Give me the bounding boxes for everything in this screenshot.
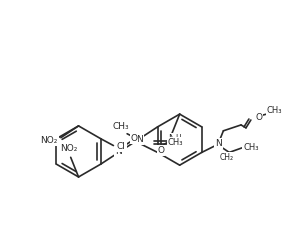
Text: N: N bbox=[115, 147, 122, 156]
Text: O: O bbox=[131, 134, 138, 143]
Text: CH₃: CH₃ bbox=[168, 138, 184, 147]
Text: CH₃: CH₃ bbox=[113, 122, 129, 131]
Text: H: H bbox=[175, 134, 180, 143]
Text: N: N bbox=[168, 134, 175, 143]
Text: CH₂: CH₂ bbox=[219, 153, 233, 162]
Text: CH₃: CH₃ bbox=[243, 143, 259, 152]
Text: O: O bbox=[158, 146, 164, 155]
Text: O: O bbox=[255, 113, 262, 121]
Text: Cl: Cl bbox=[117, 142, 126, 151]
Text: CH₃: CH₃ bbox=[267, 106, 282, 115]
Text: N: N bbox=[215, 139, 222, 148]
Text: NO₂: NO₂ bbox=[60, 144, 78, 153]
Text: N: N bbox=[136, 135, 143, 144]
Text: NO₂: NO₂ bbox=[40, 136, 58, 145]
